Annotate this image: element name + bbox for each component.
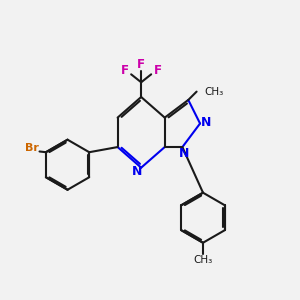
Text: Br: Br xyxy=(25,143,38,153)
Text: F: F xyxy=(154,64,162,77)
Text: F: F xyxy=(120,64,128,77)
Text: N: N xyxy=(201,116,212,128)
Text: CH₃: CH₃ xyxy=(205,87,224,97)
Text: N: N xyxy=(132,165,142,178)
Text: F: F xyxy=(137,58,145,71)
Text: CH₃: CH₃ xyxy=(194,255,213,266)
Text: N: N xyxy=(179,147,189,160)
